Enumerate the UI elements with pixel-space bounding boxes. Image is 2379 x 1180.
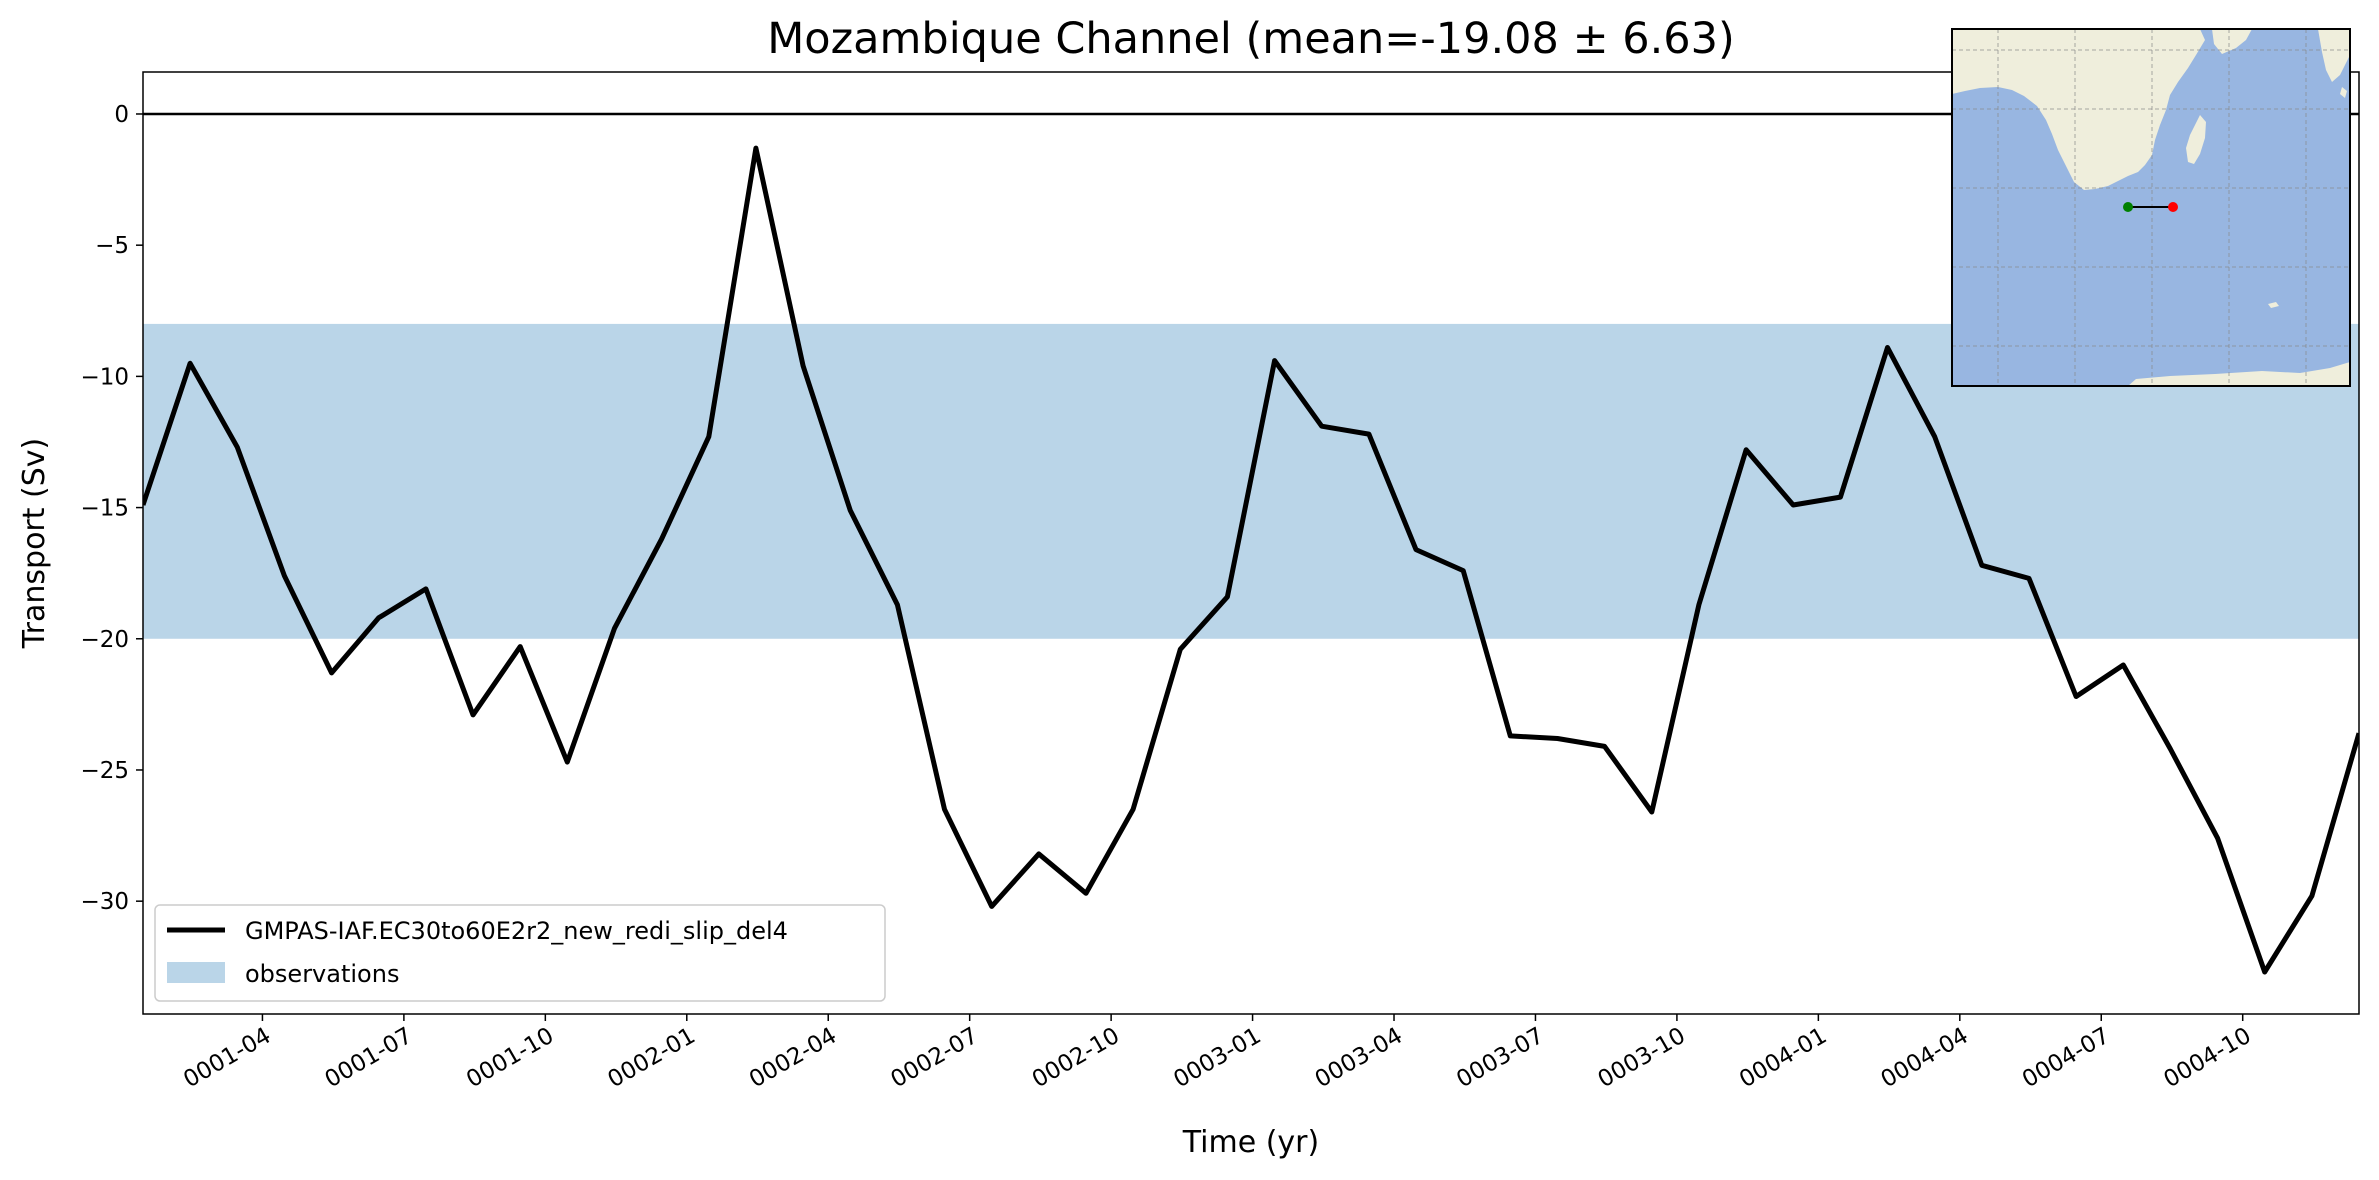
y-tick-label: −10 — [80, 364, 129, 390]
y-axis-label: Transport (Sv) — [17, 438, 52, 650]
y-tick-label: −5 — [95, 233, 129, 259]
plot-frame — [142, 71, 2360, 1015]
x-tick-label: 0001-10 — [462, 1023, 558, 1094]
x-tick-label: 0003-01 — [1169, 1023, 1265, 1094]
x-tick-label: 0003-04 — [1311, 1023, 1407, 1094]
inset-map — [1951, 28, 2351, 387]
y-tick-label: −25 — [80, 758, 129, 784]
map-transect-start — [2123, 202, 2133, 212]
x-tick-label: 0002-07 — [886, 1023, 982, 1094]
x-tick-label: 0002-01 — [604, 1023, 700, 1094]
y-tick-label: 0 — [114, 102, 129, 128]
chart-title: Mozambique Channel (mean=-19.08 ± 6.63) — [767, 14, 1735, 64]
legend-observations-label: observations — [245, 960, 399, 988]
inset-map-frame — [1951, 28, 2351, 387]
x-tick-label: 0002-10 — [1028, 1023, 1124, 1094]
y-tick-label: −30 — [80, 889, 129, 915]
map-land-kerguelen — [2268, 302, 2279, 308]
y-axis: 0 −5 −10 −15 −20 −25 −30 — [80, 102, 143, 915]
map-land-india — [2318, 29, 2350, 82]
legend-series-label: GMPAS-IAF.EC30to60E2r2_new_redi_slip_del… — [245, 917, 788, 945]
series-line — [143, 145, 2359, 975]
y-tick-label: −20 — [80, 627, 129, 653]
x-tick-label: 0001-07 — [321, 1023, 417, 1094]
x-tick-label: 0003-10 — [1594, 1023, 1690, 1094]
legend-box — [154, 904, 886, 1002]
y-tick-label: −15 — [80, 496, 129, 522]
map-land-madagascar — [2186, 115, 2206, 164]
x-tick-label: 0004-10 — [2159, 1023, 2255, 1094]
x-tick-label: 0004-04 — [1877, 1023, 1973, 1094]
x-tick-label: 0004-07 — [2018, 1023, 2114, 1094]
x-tick-label: 0004-01 — [1735, 1023, 1831, 1094]
x-tick-label: 0003-07 — [1452, 1023, 1548, 1094]
x-axis-label: Time (yr) — [1182, 1125, 1319, 1160]
map-land-sri-lanka — [2340, 87, 2347, 98]
legend-observations-swatch — [167, 962, 225, 983]
map-land-arabia — [2212, 29, 2252, 54]
map-land-antarctica — [2128, 362, 2350, 386]
x-tick-label: 0002-04 — [745, 1023, 841, 1094]
map-transect-end — [2168, 202, 2178, 212]
x-axis: 0001-04 0001-07 0001-10 0002-01 0002-04 0002-… — [179, 1014, 2256, 1094]
map-graticule — [1952, 29, 2350, 386]
legend: GMPAS-IAF.EC30to60E2r2_new_redi_slip_del… — [154, 904, 886, 1002]
x-tick-label: 0001-04 — [179, 1023, 275, 1094]
